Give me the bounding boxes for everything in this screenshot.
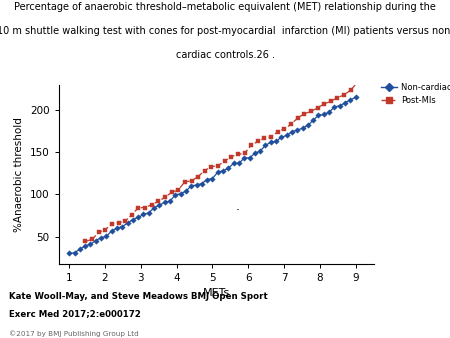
Text: Percentage of anaerobic threshold–metabolic equivalent (MET) relationship during: Percentage of anaerobic threshold–metabo…	[14, 2, 436, 12]
Legend: Non-cardiac controls, Post-MIs: Non-cardiac controls, Post-MIs	[381, 83, 450, 105]
Text: Exercise Medicine: Exercise Medicine	[328, 319, 410, 328]
Text: cardiac controls.26 .: cardiac controls.26 .	[176, 50, 274, 61]
Text: Exerc Med 2017;2:e000172: Exerc Med 2017;2:e000172	[9, 309, 141, 318]
Text: BMJ Open Sport &: BMJ Open Sport &	[328, 304, 410, 313]
Text: .: .	[235, 199, 239, 213]
Y-axis label: %Anaerobic threshold: %Anaerobic threshold	[14, 117, 24, 232]
Text: ©2017 by BMJ Publishing Group Ltd: ©2017 by BMJ Publishing Group Ltd	[9, 331, 139, 337]
Text: 10 m shuttle walking test with cones for post-myocardial  infarction (MI) patien: 10 m shuttle walking test with cones for…	[0, 26, 450, 36]
Text: Kate Wooll-May, and Steve Meadows BMJ Open Sport: Kate Wooll-May, and Steve Meadows BMJ Op…	[9, 292, 268, 301]
X-axis label: METs: METs	[202, 288, 230, 298]
